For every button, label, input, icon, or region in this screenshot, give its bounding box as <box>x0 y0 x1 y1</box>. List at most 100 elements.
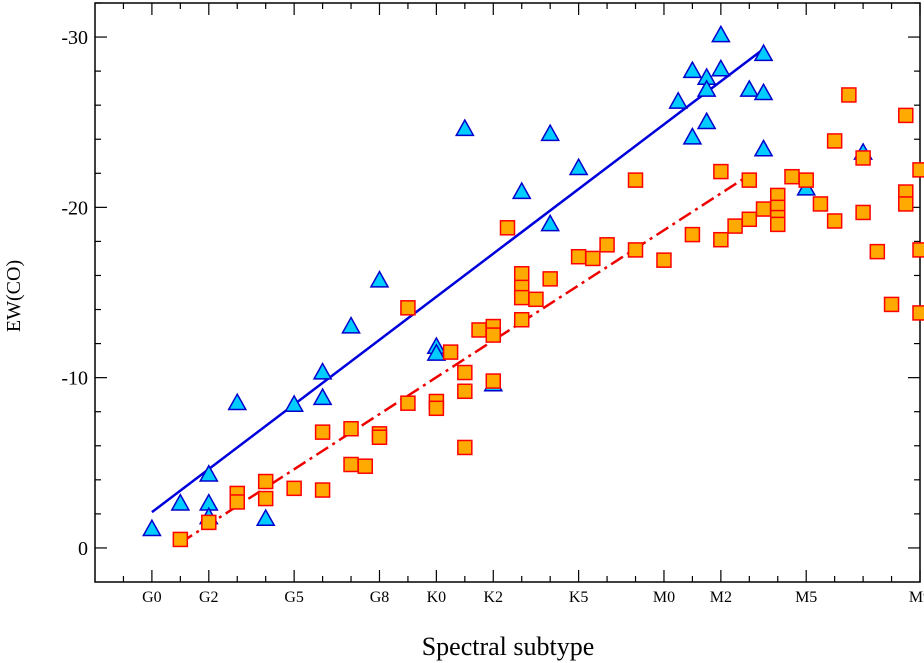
squares-fit-line <box>179 173 750 544</box>
square-point <box>855 204 871 221</box>
square-point <box>457 383 473 400</box>
axis-ticks <box>95 2 921 582</box>
x-tick-label: M0 <box>653 589 675 606</box>
square-point <box>599 237 615 253</box>
triangles-fit-line <box>151 47 765 514</box>
square-point <box>457 439 473 456</box>
triangle-point <box>454 118 475 137</box>
triangle-point <box>696 111 717 130</box>
square-point <box>912 162 924 178</box>
x-tick-label: K5 <box>569 589 589 606</box>
triangle-point <box>682 60 703 79</box>
x-tick-label: G8 <box>370 589 390 606</box>
square-point <box>513 311 530 328</box>
square-point <box>912 305 924 321</box>
triangle-point <box>170 493 191 511</box>
x-tick-label: G5 <box>284 589 304 606</box>
square-point <box>286 480 302 497</box>
triangle-point <box>142 518 162 537</box>
square-point <box>400 300 416 316</box>
triangle-point <box>711 24 731 43</box>
triangle-point <box>540 213 561 232</box>
triangle-point <box>227 392 248 411</box>
square-point <box>912 242 924 258</box>
square-point <box>741 172 758 188</box>
square-series <box>172 87 924 548</box>
square-point <box>798 172 814 188</box>
triangle-point <box>540 123 561 142</box>
fit-lines <box>151 47 765 544</box>
square-point <box>741 211 758 228</box>
x-tick-label: K2 <box>483 589 503 606</box>
triangle-point <box>369 270 390 288</box>
square-point <box>172 531 189 548</box>
triangle-point <box>284 394 304 412</box>
square-point <box>343 456 359 473</box>
x-tick-label: G0 <box>142 589 162 606</box>
square-point <box>471 322 487 338</box>
square-point <box>656 252 672 268</box>
square-point <box>371 429 388 445</box>
square-point <box>898 196 914 212</box>
x-axis-title: Spectral subtype <box>422 632 595 661</box>
triangle-point <box>568 157 589 176</box>
triangle-point <box>753 82 774 101</box>
square-point <box>314 482 331 498</box>
square-point <box>627 172 644 188</box>
x-tick-label: M5 <box>795 589 817 606</box>
y-tick-labels: 0 -10 -20 -30 <box>61 27 88 560</box>
square-point <box>528 291 544 308</box>
triangle-point <box>255 508 276 527</box>
x-tick-label: M2 <box>710 589 732 606</box>
square-point <box>684 226 701 243</box>
square-point <box>898 107 914 124</box>
square-point <box>499 220 516 236</box>
triangle-point <box>739 79 760 97</box>
square-point <box>755 201 772 217</box>
square-point <box>257 490 274 507</box>
triangle-point <box>511 181 532 200</box>
triangle-point <box>711 58 731 77</box>
square-point <box>485 327 502 343</box>
triangle-point <box>198 464 219 482</box>
square-point <box>201 514 217 531</box>
square-point <box>713 163 729 180</box>
square-point <box>314 424 331 440</box>
triangle-point <box>753 43 774 62</box>
square-point <box>542 271 558 287</box>
square-point <box>585 250 601 267</box>
y-tick-label: 0 <box>78 538 88 560</box>
plot-frame <box>94 2 921 583</box>
y-tick-label: -20 <box>61 197 88 219</box>
x-tick-label: K0 <box>427 589 447 606</box>
square-point <box>229 494 245 510</box>
triangle-point <box>426 343 447 361</box>
y-tick-label: -10 <box>61 368 88 390</box>
square-point <box>570 248 587 265</box>
triangle-point <box>341 316 361 334</box>
triangle-point <box>312 362 333 380</box>
square-point <box>513 266 530 282</box>
square-point <box>400 395 416 411</box>
triangle-point <box>753 138 774 157</box>
triangle-point <box>668 91 689 109</box>
square-point <box>784 168 800 185</box>
square-point <box>812 196 829 212</box>
square-point <box>713 231 729 248</box>
square-point <box>485 373 502 389</box>
square-point <box>855 150 871 166</box>
triangle-series <box>142 24 873 537</box>
square-point <box>883 296 900 313</box>
square-point <box>513 289 530 306</box>
square-point <box>826 213 843 229</box>
square-point <box>257 473 274 490</box>
square-point <box>627 242 644 258</box>
square-point <box>428 400 445 417</box>
x-tick-label: G2 <box>199 589 219 606</box>
square-point <box>727 218 743 234</box>
square-point <box>869 243 886 260</box>
square-point <box>770 216 786 233</box>
square-point <box>457 364 473 381</box>
triangle-point <box>312 387 333 406</box>
